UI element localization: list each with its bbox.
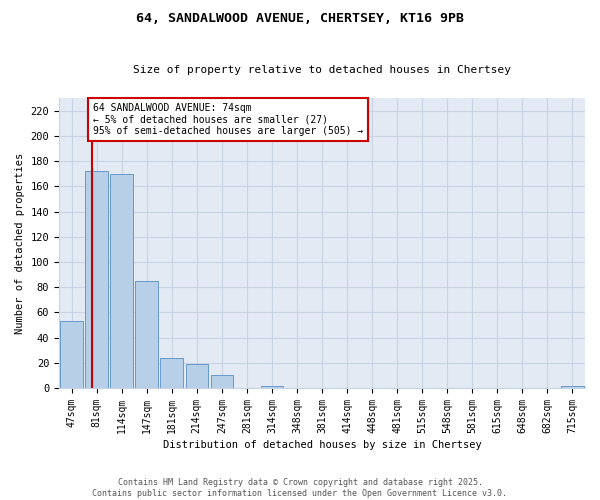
Title: Size of property relative to detached houses in Chertsey: Size of property relative to detached ho…: [133, 65, 511, 75]
Bar: [561, 386, 584, 388]
Y-axis label: Number of detached properties: Number of detached properties: [15, 152, 25, 334]
Bar: [185, 364, 208, 388]
Bar: [110, 174, 133, 388]
X-axis label: Distribution of detached houses by size in Chertsey: Distribution of detached houses by size …: [163, 440, 481, 450]
Bar: [160, 358, 183, 388]
Text: Contains HM Land Registry data © Crown copyright and database right 2025.
Contai: Contains HM Land Registry data © Crown c…: [92, 478, 508, 498]
Bar: [136, 281, 158, 388]
Bar: [211, 376, 233, 388]
Text: 64 SANDALWOOD AVENUE: 74sqm
← 5% of detached houses are smaller (27)
95% of semi: 64 SANDALWOOD AVENUE: 74sqm ← 5% of deta…: [94, 103, 364, 136]
Bar: [260, 386, 283, 388]
Bar: [60, 321, 83, 388]
Text: 64, SANDALWOOD AVENUE, CHERTSEY, KT16 9PB: 64, SANDALWOOD AVENUE, CHERTSEY, KT16 9P…: [136, 12, 464, 26]
Bar: [85, 171, 108, 388]
